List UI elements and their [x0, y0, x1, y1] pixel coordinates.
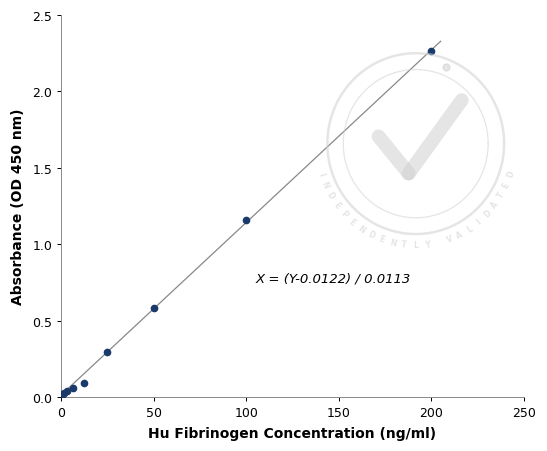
Text: D: D: [366, 229, 376, 240]
Text: X = (Y-0.0122) / 0.0113: X = (Y-0.0122) / 0.0113: [255, 272, 411, 285]
Text: D: D: [482, 208, 493, 219]
Text: N: N: [319, 180, 330, 189]
Text: E: E: [501, 180, 511, 189]
Text: I: I: [316, 171, 326, 176]
Text: E: E: [331, 200, 342, 210]
Y-axis label: Absorbance (OD 450 nm): Absorbance (OD 450 nm): [11, 109, 25, 304]
Text: D: D: [325, 190, 336, 200]
X-axis label: Hu Fibrinogen Concentration (ng/ml): Hu Fibrinogen Concentration (ng/ml): [148, 426, 437, 440]
Text: A: A: [490, 200, 500, 210]
Text: E: E: [347, 217, 357, 227]
Text: T: T: [496, 191, 507, 200]
Text: P: P: [339, 209, 349, 219]
Text: Y: Y: [424, 240, 430, 249]
Text: L: L: [465, 224, 474, 234]
Text: N: N: [357, 223, 366, 235]
Text: L: L: [414, 241, 418, 250]
Text: I: I: [475, 217, 483, 226]
Text: E: E: [378, 234, 386, 244]
Text: D: D: [505, 170, 516, 178]
Text: N: N: [389, 238, 397, 248]
Text: T: T: [401, 240, 408, 249]
Text: V: V: [445, 234, 453, 244]
Text: A: A: [455, 230, 464, 240]
